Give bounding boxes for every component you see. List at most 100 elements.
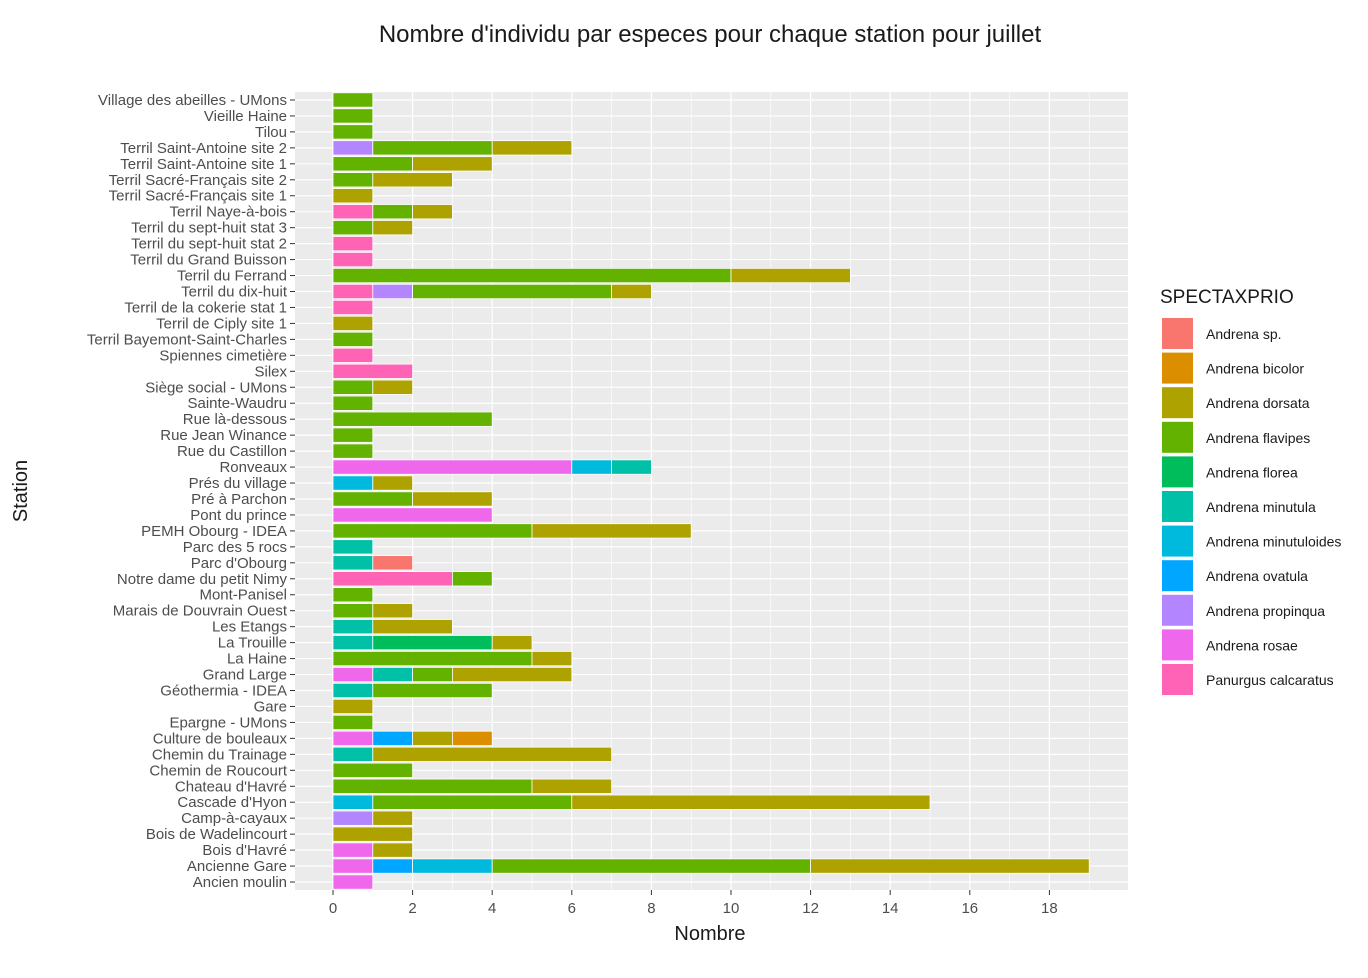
bar-segment (372, 682, 493, 699)
bar-segment (332, 347, 374, 363)
x-tick-label: 4 (488, 900, 496, 917)
y-tick-label: Ancien moulin (193, 874, 287, 891)
bar-segment (412, 858, 493, 874)
y-tick-label: Bois de Wadelincourt (146, 826, 288, 843)
y-tick-label: Ancienne Gare (187, 858, 287, 875)
bar-segment (332, 682, 374, 699)
y-tick-label: Cascade d'Hyon (177, 794, 287, 811)
y-tick-label: Chemin de Roucourt (149, 762, 287, 779)
bar-segment (491, 140, 573, 156)
y-tick-label: Terril Sacré-Français site 2 (109, 172, 287, 189)
bar-segment (372, 603, 413, 619)
bar-segment (332, 204, 374, 220)
bar-segment (332, 858, 374, 874)
y-tick-label: Culture de bouleaux (153, 730, 288, 747)
bar-segment (372, 475, 413, 491)
bar-segment (332, 459, 573, 475)
y-tick-label: Silex (254, 363, 287, 380)
bar-segment (332, 539, 374, 555)
legend-label: Andrena propinqua (1206, 603, 1325, 619)
bar-segment (451, 666, 573, 683)
y-tick-label: Les Etangs (212, 619, 287, 636)
y-tick-label: La Trouille (218, 635, 287, 652)
x-tick-label: 10 (723, 900, 740, 917)
x-axis: 0 2 4 6 8 10 12 14 16 18 (329, 890, 1058, 917)
bar-segment (332, 571, 453, 587)
y-tick-label: Rue du Castillon (177, 443, 287, 460)
bar-segment (332, 108, 374, 124)
bar-segment (571, 794, 931, 810)
legend-swatch (1162, 560, 1193, 592)
y-tick-label: Village des abeilles - UMons (98, 92, 287, 109)
y-tick-label: Sainte-Waudru (188, 395, 288, 412)
legend-label: Andrena dorsata (1206, 395, 1310, 411)
y-tick-label: Rue là-dessous (183, 411, 287, 428)
y-tick-label: Notre dame du petit Nimy (117, 571, 288, 588)
bar-segment (412, 666, 453, 683)
legend-swatch (1162, 491, 1193, 522)
legend-swatch (1162, 594, 1193, 626)
bar-segment (332, 427, 374, 443)
y-tick-label: Mont-Panisel (199, 587, 287, 604)
legend-swatch (1162, 456, 1193, 488)
bar-segment (332, 411, 493, 427)
legend: Andrena sp. Andrena bicolor Andrena dorsat… (1162, 318, 1341, 695)
bar-segment (531, 523, 692, 539)
bar-segment (332, 507, 493, 523)
bar-segment (332, 587, 374, 603)
bar-segment (332, 220, 374, 236)
bar-segment (332, 698, 374, 715)
bar-segment (332, 92, 374, 108)
y-tick-label: Géothermia - IDEA (160, 683, 287, 700)
bar-segment (332, 315, 374, 332)
y-tick-label: Terril de Ciply site 1 (156, 315, 287, 332)
bar-segment (611, 459, 652, 475)
bar-segment (372, 842, 413, 858)
bar-segment (332, 619, 374, 635)
bar-segment (372, 810, 413, 826)
y-tick-label: Pont du prince (190, 507, 287, 524)
x-tick-label: 14 (882, 900, 899, 917)
bar-segment (332, 842, 374, 858)
legend-swatch (1162, 318, 1193, 349)
bar-segment (332, 603, 374, 619)
bar-segment (491, 858, 812, 874)
bar-segment (332, 810, 374, 826)
legend-label: Andrena rosae (1206, 637, 1298, 653)
bar-segment (372, 858, 413, 874)
y-tick-label: Rue Jean Winance (160, 427, 287, 444)
bar-segment (372, 220, 413, 236)
bar-segment (332, 331, 374, 347)
bar-segment (372, 555, 413, 571)
bar-segment (571, 459, 612, 475)
bar-segment (332, 124, 374, 140)
x-tick-label: 12 (802, 900, 819, 917)
bar-segment (372, 635, 493, 651)
bar-segment (451, 571, 493, 587)
bar-segment (531, 650, 573, 667)
bar-segment (332, 156, 413, 172)
y-tick-label: Terril du Grand Buisson (130, 252, 287, 269)
y-tick-label: Terril de la cokerie stat 1 (124, 299, 287, 316)
y-tick-label: Terril Naye-à-bois (169, 204, 287, 221)
bar-segment (332, 395, 374, 411)
y-tick-label: Chemin du Trainage (152, 746, 287, 763)
bar-segment (332, 299, 374, 316)
legend-swatch (1162, 629, 1193, 661)
bar-segment (372, 746, 612, 762)
y-tick-label: Terril du Ferrand (177, 268, 287, 285)
bar-segment (412, 491, 493, 507)
y-tick-label: Prés du village (189, 475, 287, 492)
bar-segment (412, 283, 613, 300)
y-tick-label: Epargne - UMons (169, 714, 287, 731)
bar-segment (332, 443, 374, 459)
bar-segment (372, 619, 453, 635)
legend-swatch (1162, 352, 1193, 384)
legend-label: Andrena ovatula (1206, 568, 1308, 584)
legend-swatch (1162, 387, 1193, 419)
y-tick-label: La Haine (227, 651, 287, 668)
bar-segment (332, 794, 374, 810)
legend-label: Panurgus calcaratus (1206, 672, 1334, 688)
y-tick-label: Parc des 5 rocs (183, 539, 287, 556)
y-tick-label: PEMH Obourg - IDEA (141, 523, 287, 540)
